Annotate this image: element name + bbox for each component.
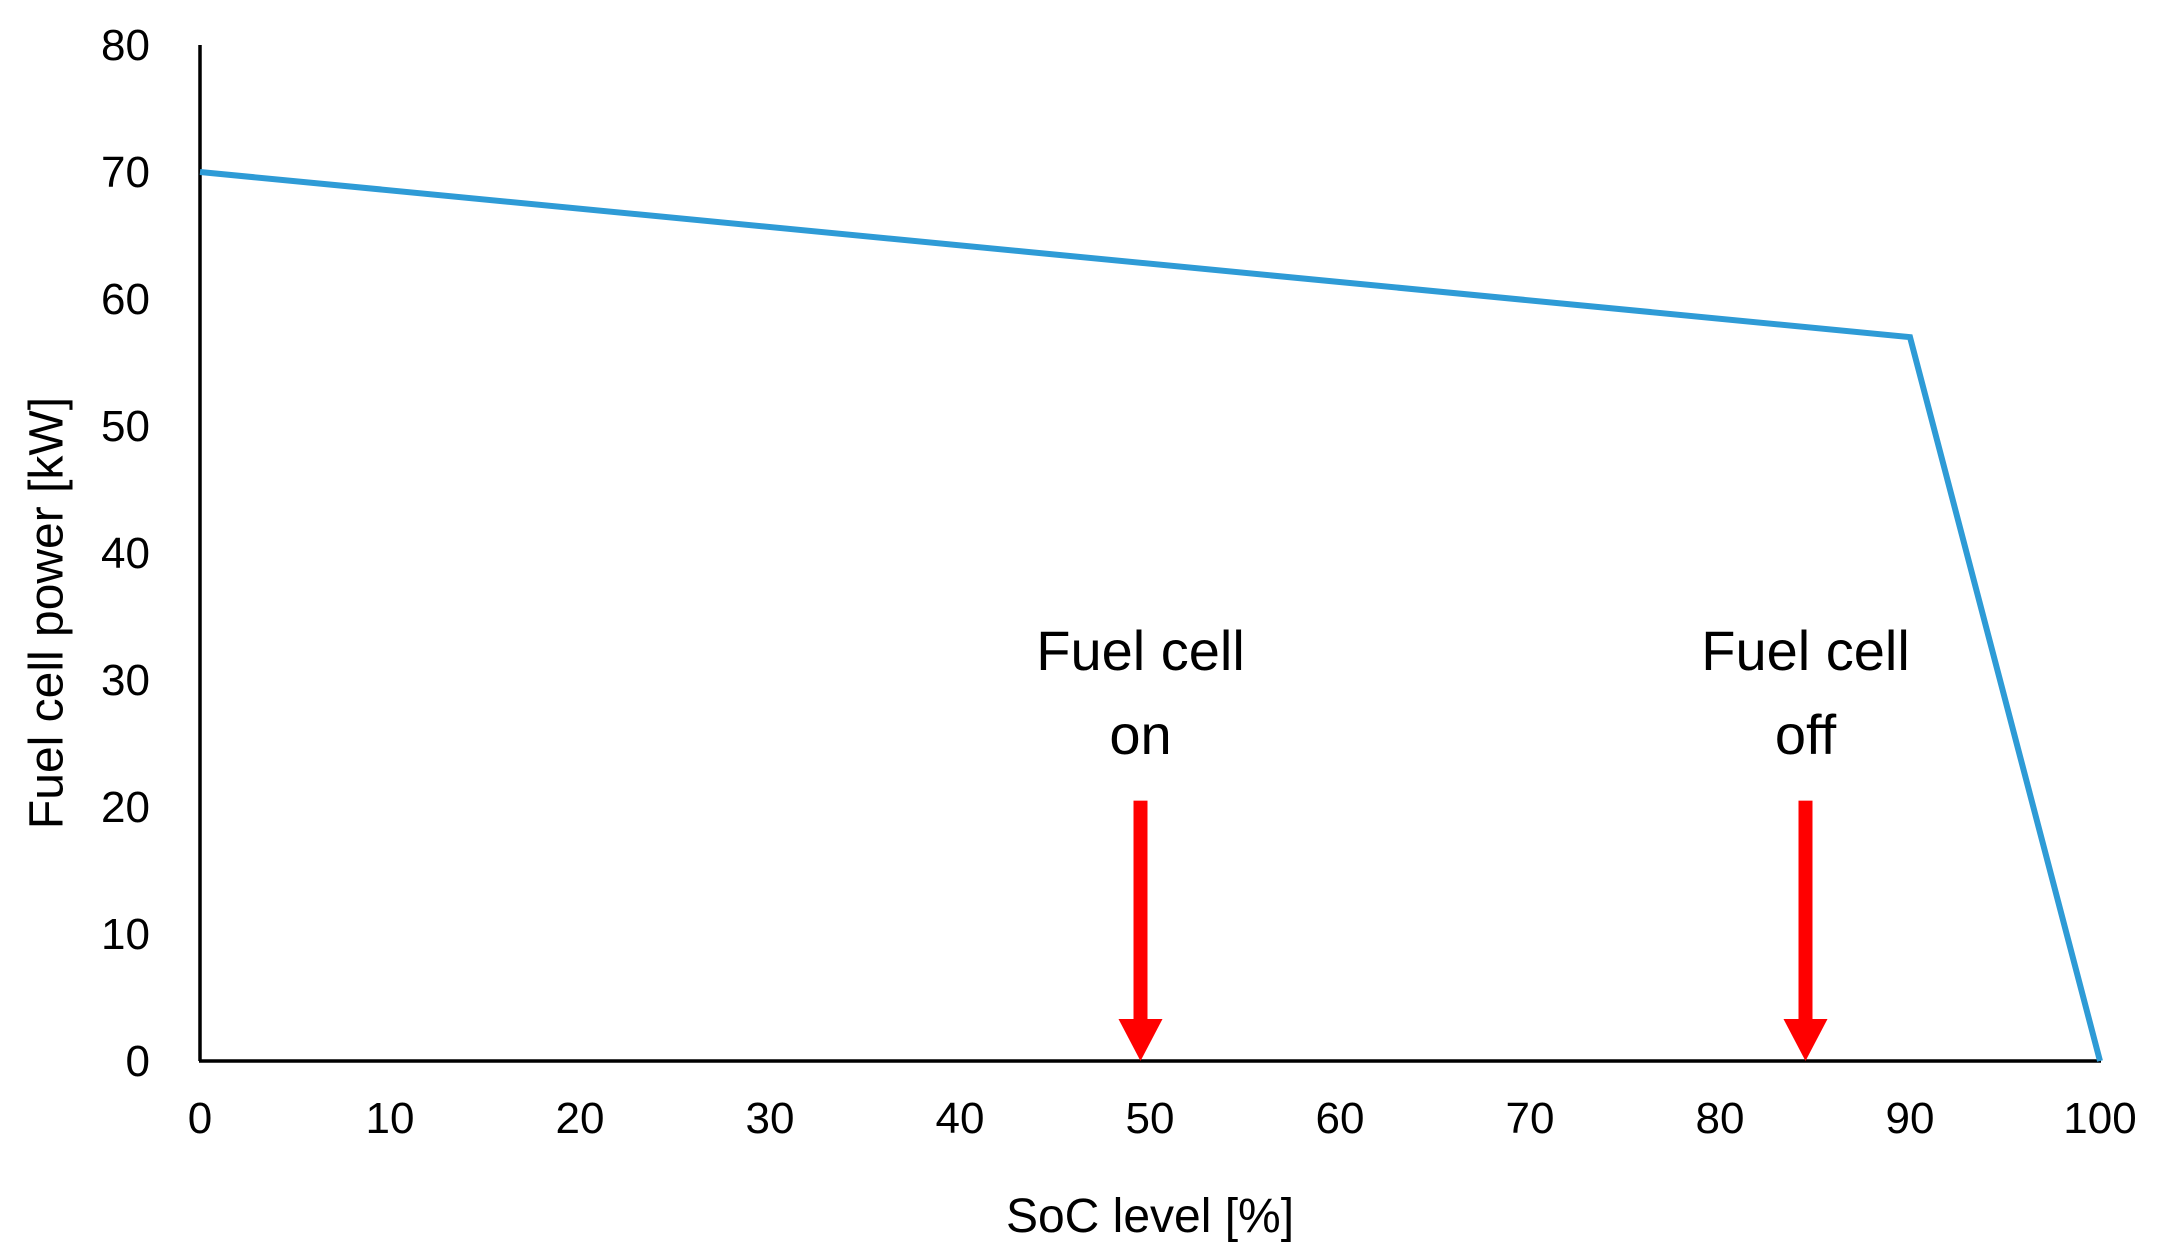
y-tick-label: 60 xyxy=(101,275,150,324)
y-tick-label: 30 xyxy=(101,656,150,705)
annotation-arrow-shaft xyxy=(1133,800,1148,1020)
y-tick-label: 0 xyxy=(126,1037,150,1086)
x-tick-label: 10 xyxy=(366,1094,415,1143)
x-tick-label: 50 xyxy=(1126,1094,1175,1143)
x-tick-label: 60 xyxy=(1316,1094,1365,1143)
annotation-label-line1: Fuel cell xyxy=(1701,619,1910,682)
x-tick-label: 0 xyxy=(188,1094,212,1143)
series-layer xyxy=(199,169,2103,1062)
y-tick-label: 20 xyxy=(101,783,150,832)
y-axis-tick-labels: 0 10 20 30 40 50 60 70 80 xyxy=(101,21,150,1086)
y-tick-label: 10 xyxy=(101,910,150,959)
y-tick-label: 80 xyxy=(101,21,150,70)
annotation-label-line1: Fuel cell xyxy=(1036,619,1245,682)
y-tick-label: 70 xyxy=(101,148,150,197)
y-tick-label: 50 xyxy=(101,402,150,451)
x-tick-label: 30 xyxy=(746,1094,795,1143)
y-tick-label: 40 xyxy=(101,529,150,578)
x-tick-label: 70 xyxy=(1506,1094,1555,1143)
x-tick-label: 20 xyxy=(556,1094,605,1143)
x-axis-title: SoC level [%] xyxy=(1006,1190,1294,1243)
y-axis-title: Fuel cell power [kW] xyxy=(21,397,74,829)
x-tick-label: 100 xyxy=(2063,1094,2136,1143)
annotation-arrow-head xyxy=(1783,1019,1828,1061)
annotation-arrow-shaft xyxy=(1798,800,1813,1020)
axes xyxy=(198,45,2101,1063)
x-axis-tick-labels: 0 10 20 30 40 50 60 70 80 90 100 xyxy=(188,1094,2137,1143)
annotations: Fuel cell on Fuel cell off xyxy=(1036,619,1910,1061)
annotation-arrow-head xyxy=(1118,1019,1163,1061)
annotation-label-line2: off xyxy=(1775,703,1837,766)
series-line-fuel-cell-power xyxy=(199,169,2103,1062)
x-tick-label: 80 xyxy=(1696,1094,1745,1143)
x-tick-label: 40 xyxy=(936,1094,985,1143)
annotation-label-line2: on xyxy=(1109,703,1171,766)
x-tick-label: 90 xyxy=(1886,1094,1935,1143)
